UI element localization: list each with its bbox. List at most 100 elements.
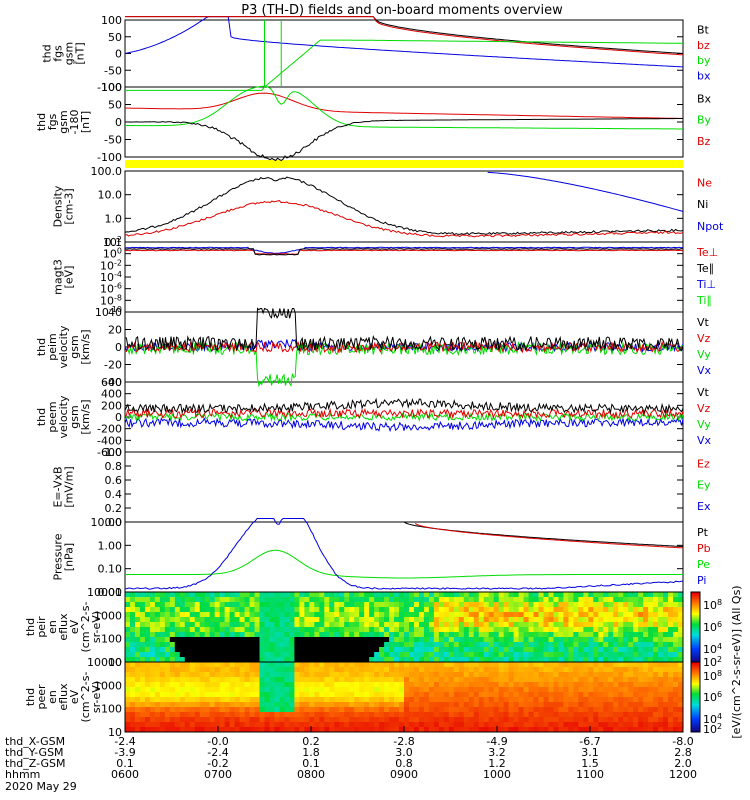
colorbar-cell — [691, 593, 700, 596]
spectrogram-cell — [553, 677, 559, 683]
spectrogram-cell — [154, 637, 161, 643]
spectrogram-cell — [309, 592, 315, 598]
spectrogram-cell — [638, 702, 644, 708]
spectrogram-cell — [618, 667, 624, 673]
colorbar-cell — [691, 635, 700, 638]
spectrogram-cell — [389, 702, 395, 708]
spectrogram-cell — [224, 727, 231, 733]
spectrogram-cell — [149, 687, 156, 693]
spectrogram-cell — [254, 672, 261, 678]
spectrogram-cell — [364, 607, 370, 613]
spectrogram-cell — [349, 687, 355, 693]
spectrogram-cell — [259, 672, 265, 678]
spectrogram-cell — [319, 597, 325, 603]
spectrogram-cell — [289, 652, 295, 658]
spectrogram-cell — [438, 667, 445, 673]
spectrogram-cell — [593, 622, 599, 628]
spectrogram-cell — [344, 607, 350, 613]
spectrogram-cell — [673, 702, 679, 708]
spectrogram-cell — [149, 692, 156, 698]
spectrogram-cell — [618, 707, 624, 713]
spectrogram-cell — [364, 697, 370, 703]
spectrogram-cell — [349, 672, 355, 678]
spectrogram-cell — [399, 677, 405, 683]
colorbar-cell — [691, 677, 700, 680]
spectrogram-cell — [334, 677, 340, 683]
spectrogram-cell — [284, 602, 290, 608]
spectrogram-cell — [408, 642, 415, 648]
spectrogram-cell — [329, 672, 335, 678]
spectrogram-cell — [209, 602, 216, 608]
spectrogram-cell — [453, 677, 460, 683]
spectrogram-cell — [184, 717, 191, 723]
spectrogram-cell — [563, 692, 569, 698]
spectrogram-cell — [588, 677, 594, 683]
spectrogram-cell — [558, 682, 564, 688]
spectrogram-cell — [573, 662, 579, 668]
spectrogram-cell — [418, 677, 425, 683]
spectrogram-cell — [129, 707, 136, 713]
spectrogram-cell — [354, 697, 360, 703]
spectrogram-cell — [493, 727, 500, 733]
colorbar-cell — [691, 658, 700, 661]
spectrogram-cell — [189, 717, 196, 723]
spectrogram-cell — [433, 597, 440, 603]
spectrogram-cell — [234, 652, 241, 658]
spectrogram-cell — [289, 607, 295, 613]
spectrogram-cell — [174, 632, 181, 638]
spectrogram-cell — [488, 622, 495, 628]
spectrogram-cell — [319, 632, 325, 638]
spectrogram-cell — [139, 632, 146, 638]
colorbar-cell — [691, 667, 700, 670]
spectrogram-cell — [518, 722, 525, 728]
spectrogram-cell — [279, 707, 285, 713]
spectrogram-cell — [334, 727, 340, 733]
legend-entry: Ni — [697, 198, 708, 211]
colorbar-cell — [691, 711, 700, 714]
spectrogram-cell — [169, 652, 176, 658]
spectrogram-cell — [284, 682, 290, 688]
spectrogram-cell — [264, 717, 270, 723]
spectrogram-cell — [389, 677, 395, 683]
spectrogram-cell — [633, 677, 639, 683]
y-axis-label: fgs — [52, 45, 65, 62]
spectrogram-cell — [478, 667, 485, 673]
spectrogram-cell — [458, 677, 465, 683]
spectrogram-cell — [558, 622, 564, 628]
spectrogram-cell — [269, 642, 275, 648]
colorbar-tick-label: 106 — [703, 690, 722, 704]
spectrogram-cell — [608, 637, 614, 643]
spectrogram-cell — [169, 722, 176, 728]
spectrogram-cell — [478, 637, 485, 643]
spectrogram-cell — [508, 662, 515, 668]
spectrogram-cell — [663, 722, 669, 728]
spectrogram-cell — [279, 662, 285, 668]
spectrogram-cell — [314, 652, 320, 658]
spectrogram-cell — [538, 692, 544, 698]
spectrogram-cell — [319, 647, 325, 653]
spectrogram-cell — [638, 657, 644, 663]
spectrogram-cell — [379, 642, 385, 648]
spectrogram-cell — [473, 612, 480, 618]
spectrogram-cell — [423, 692, 430, 698]
spectrogram-cell — [458, 712, 465, 718]
legend-entry: Bx — [697, 92, 712, 105]
spectrogram-cell — [214, 692, 221, 698]
spectrogram-cell — [518, 667, 525, 673]
spectrogram-cell — [209, 677, 216, 683]
spectrogram-cell — [578, 697, 584, 703]
spectrogram-cell — [344, 632, 350, 638]
spectrogram-cell — [234, 597, 241, 603]
spectrogram-cell — [493, 712, 500, 718]
spectrogram-cell — [653, 607, 659, 613]
spectrogram-cell — [359, 647, 365, 653]
spectrogram-cell — [548, 722, 554, 728]
spectrogram-cell — [608, 677, 614, 683]
spectrogram-cell — [658, 612, 664, 618]
spectrogram-cell — [428, 602, 435, 608]
spectrogram-cell — [678, 647, 684, 653]
spectrogram-cell — [493, 612, 500, 618]
spectrogram-cell — [583, 682, 589, 688]
spectrogram-cell — [663, 687, 669, 693]
legend-entry: Vx — [697, 364, 712, 377]
